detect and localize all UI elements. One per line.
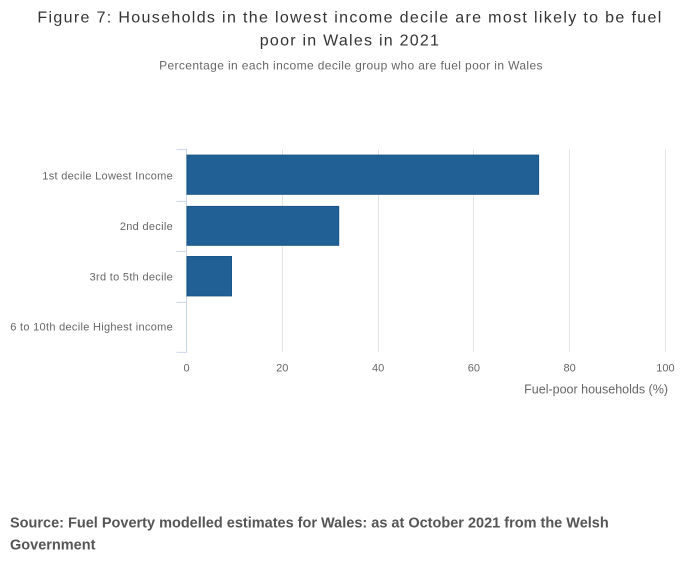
svg-text:2nd decile: 2nd decile [120, 221, 173, 233]
svg-text:3rd to 5th decile: 3rd to 5th decile [90, 271, 173, 283]
svg-text:0: 0 [183, 363, 189, 375]
svg-text:poor in Wales in 2021: poor in Wales in 2021 [260, 32, 440, 49]
svg-text:1st decile Lowest Income: 1st decile Lowest Income [42, 171, 173, 183]
svg-text:Percentage in each income deci: Percentage in each income decile group w… [159, 58, 543, 72]
svg-text:6 to 10th decile Highest incom: 6 to 10th decile Highest income [10, 322, 173, 334]
svg-text:60: 60 [468, 363, 480, 375]
svg-text:Figure 7: Households in the lo: Figure 7: Households in the lowest incom… [37, 10, 662, 27]
svg-text:100: 100 [656, 363, 674, 375]
svg-text:Government: Government [10, 537, 96, 553]
svg-text:Source: Fuel Poverty modelled: Source: Fuel Poverty modelled estimates … [10, 516, 609, 532]
svg-text:Fuel-poor households (%): Fuel-poor households (%) [524, 383, 668, 397]
svg-text:20: 20 [276, 363, 288, 375]
svg-text:80: 80 [563, 363, 575, 375]
svg-text:40: 40 [372, 363, 384, 375]
